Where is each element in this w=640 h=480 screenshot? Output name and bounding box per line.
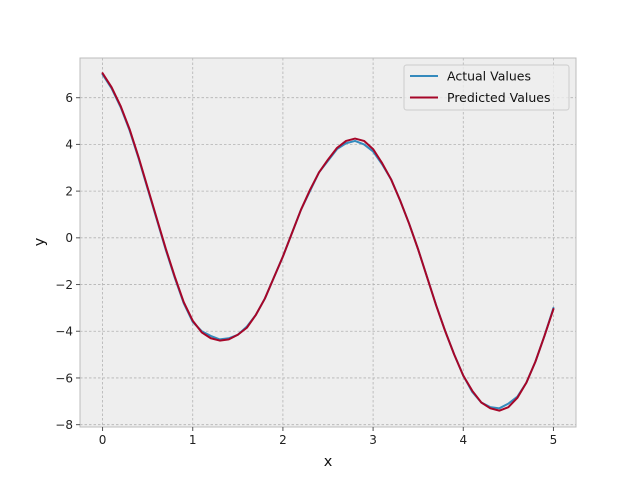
y-tick-label: −8 [55,418,73,432]
y-tick-label: −6 [55,371,73,385]
plot-frame [79,57,577,428]
y-tick-label: −4 [55,325,73,339]
legend: Actual Values Predicted Values [403,64,570,111]
y-axis-label: y [32,237,48,246]
y-tick-label: 6 [65,91,73,105]
x-tick-label: 5 [550,433,558,447]
legend-box [403,64,570,111]
x-tick-label: 1 [189,433,197,447]
x-tick-label: 2 [279,433,287,447]
legend-entry-label: Actual Values [447,69,531,84]
y-tick-label: 4 [65,138,73,152]
y-tick-label: 0 [65,231,73,245]
axis-ticks: 0 1 2 3 4 5 −8 −6 −4 −2 0 2 4 6 [55,91,557,447]
legend-entry-label: Predicted Values [447,90,551,105]
x-tick-label: 3 [369,433,377,447]
x-axis-label: x [324,454,333,470]
series-line-predicted [101,72,555,412]
x-tick-label: 0 [99,433,107,447]
y-tick-label: 2 [65,184,73,198]
y-tick-label: −2 [55,278,73,292]
x-tick-label: 4 [459,433,467,447]
plot-area [80,58,576,427]
series-lines [101,72,555,412]
